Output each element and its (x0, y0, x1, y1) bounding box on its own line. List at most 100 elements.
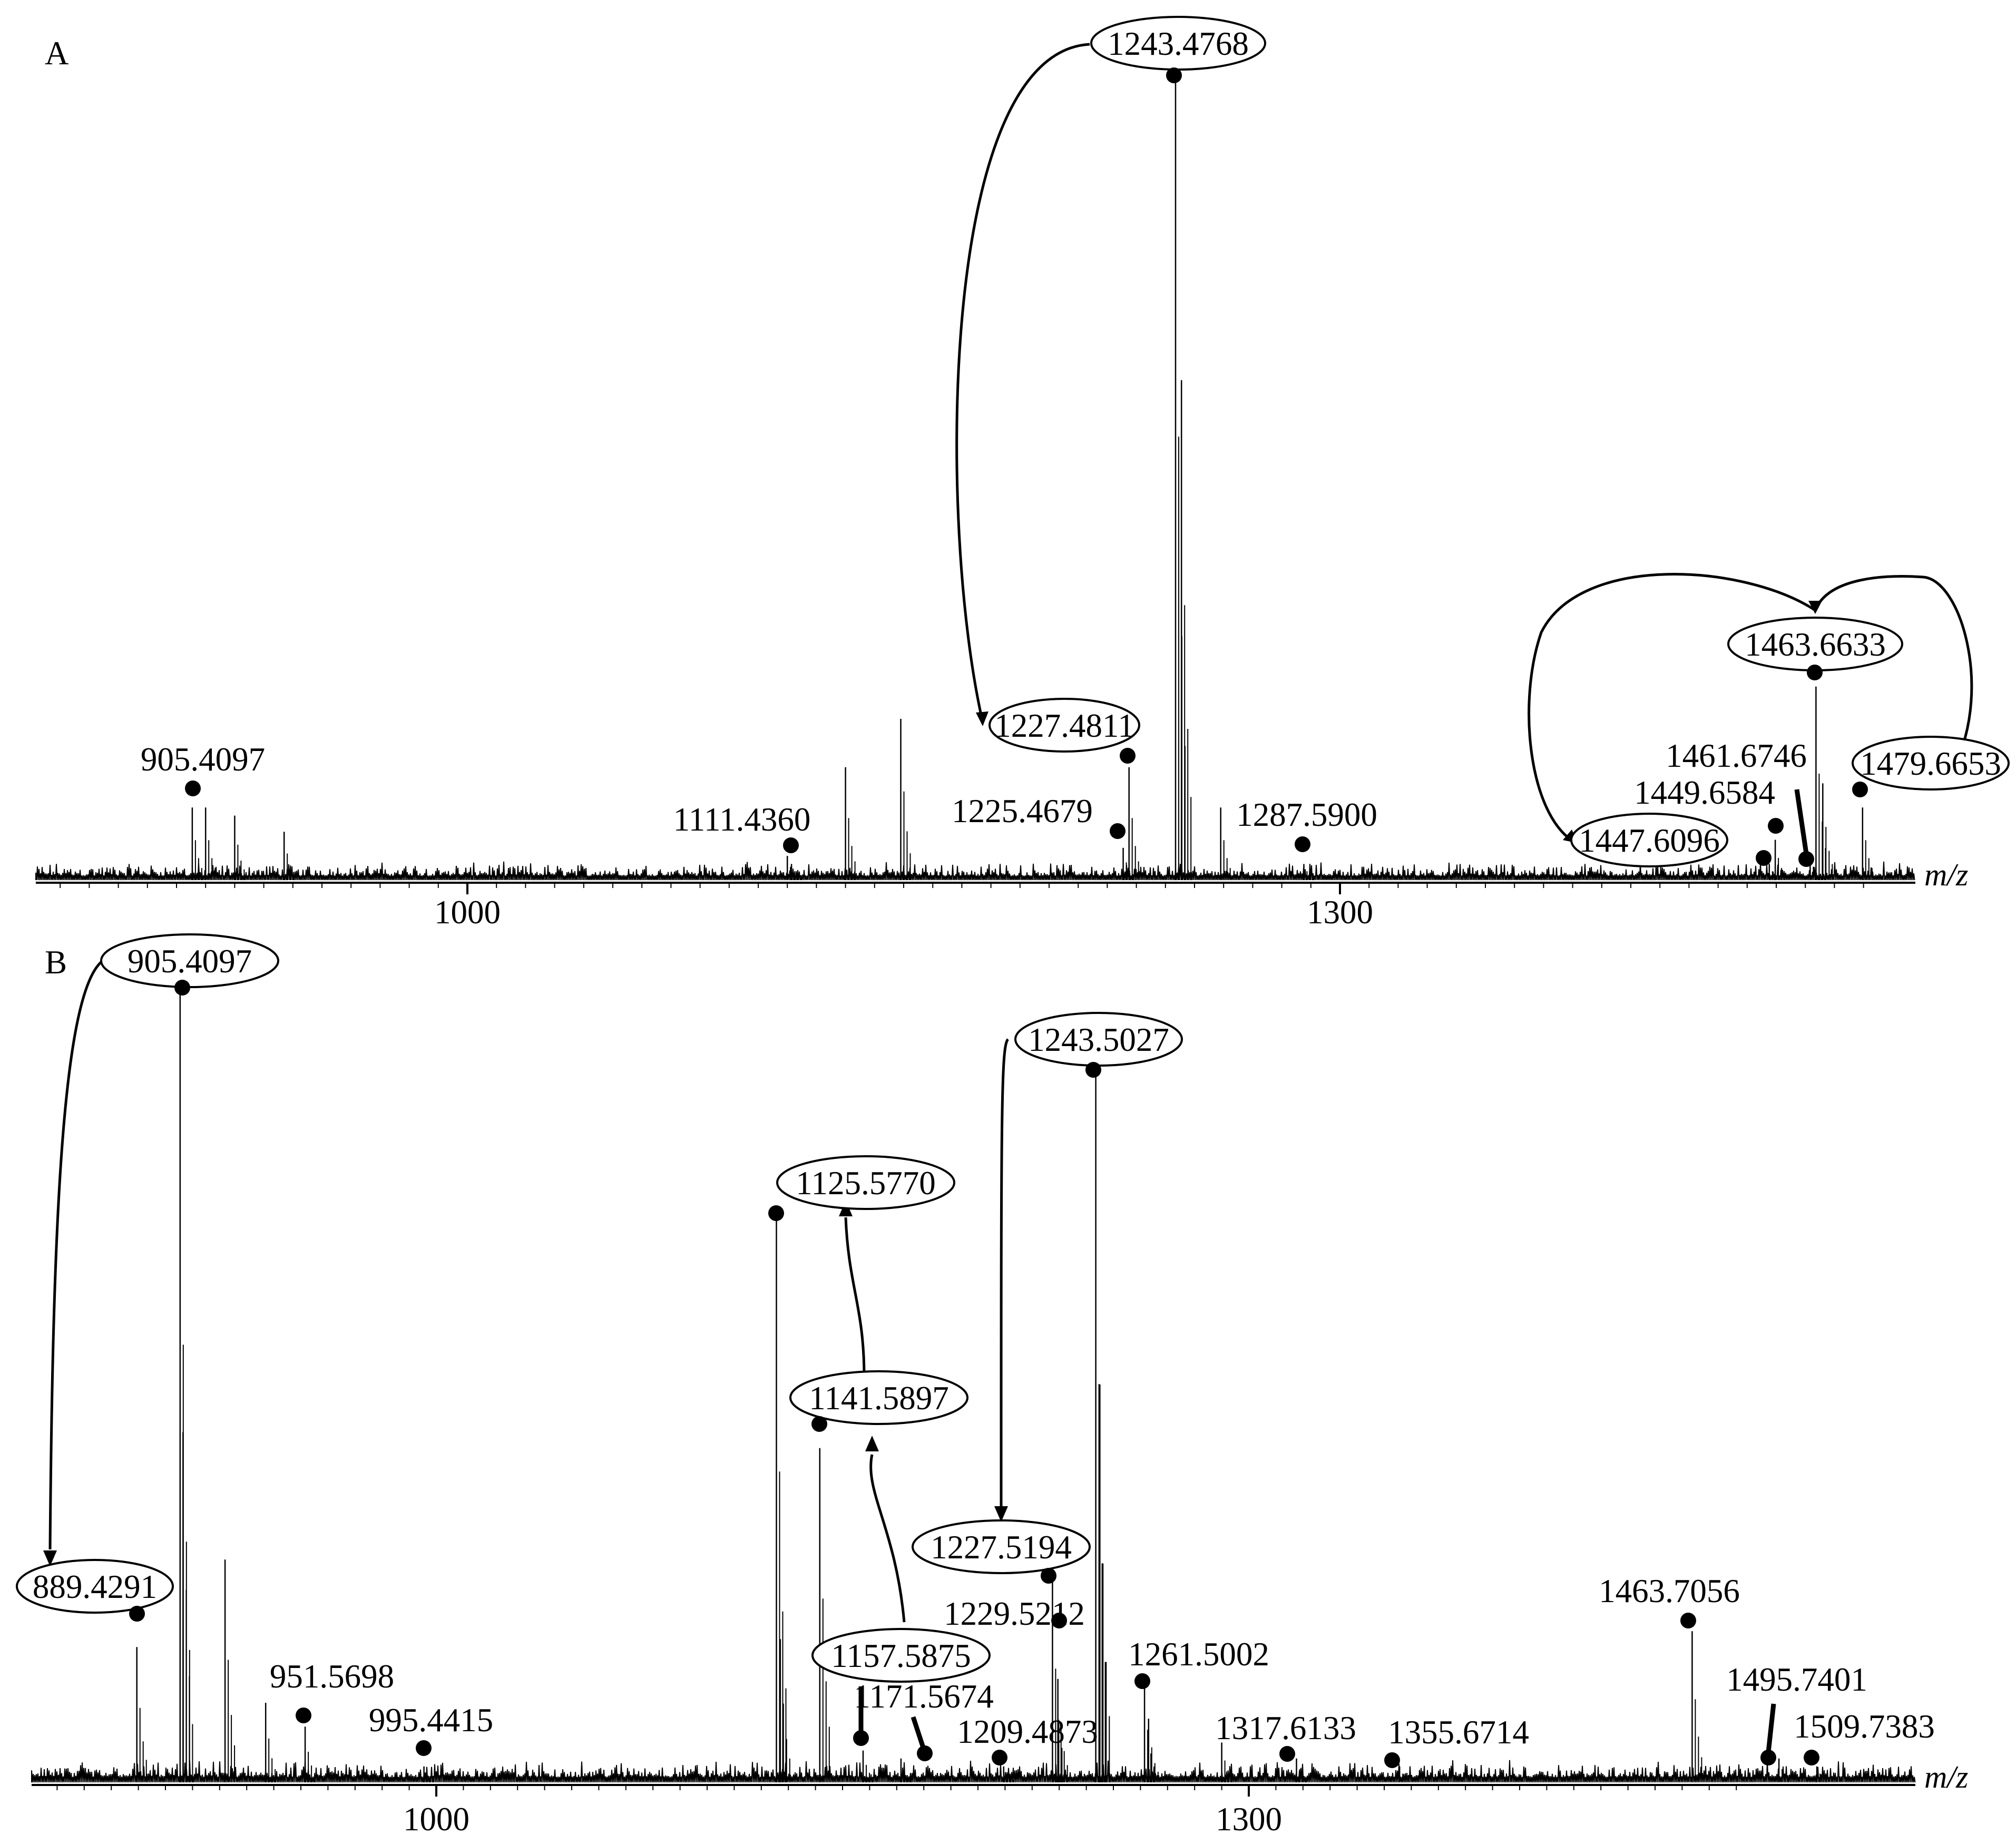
peak-marker-1209 (992, 1750, 1007, 1765)
arrow-1243-to-1227 (1000, 1038, 1009, 1508)
peak-marker-995 (416, 1740, 432, 1756)
peak-label-1355: 1355.6714 (1388, 1714, 1529, 1751)
panel-a-labels: 905.4097 1111.4360 1225.4679 1227.4811 1… (141, 16, 2010, 867)
leader-1495 (1766, 1703, 1776, 1753)
panel-b-tick-label-1300: 1300 (1216, 1801, 1282, 1838)
peak-marker-1243 (1166, 67, 1182, 83)
panel-a-tick-label-1000: 1000 (434, 894, 501, 931)
peak-label-1125: 1125.5770 (796, 1165, 935, 1202)
peak-label-1447: 1447.6096 (1579, 822, 1720, 859)
peak-label-1509: 1509.7383 (1794, 1708, 1935, 1745)
peak-label-995: 995.4415 (369, 1702, 493, 1739)
peak-label-1111: 1111.4360 (673, 801, 811, 838)
peak-marker-1157 (853, 1730, 869, 1746)
peak-box-1479 (1852, 736, 2010, 791)
peak-marker-1229 (1051, 1613, 1067, 1628)
peak-marker-1479 (1852, 782, 1868, 797)
peak-marker-1227 (1120, 748, 1136, 764)
peak-label-1463: 1463.6633 (1745, 626, 1886, 663)
peak-marker-905 (185, 780, 201, 796)
peak-marker-1227 (1041, 1568, 1056, 1584)
peak-label-1317: 1317.6133 (1215, 1710, 1356, 1747)
peak-label-1243: 1243.5027 (1028, 1021, 1169, 1058)
peak-box-1157 (811, 1628, 991, 1683)
panel-b-letter: B (45, 944, 67, 981)
peak-marker-1463 (1680, 1613, 1696, 1628)
peak-label-1449: 1449.6584 (1634, 774, 1775, 811)
peak-box-1447 (1570, 813, 1728, 867)
arrow-1141-to-1125 (844, 1217, 866, 1377)
peak-label-1243: 1243.4768 (1108, 25, 1249, 62)
peak-box-1227 (912, 1519, 1091, 1574)
peak-marker-1125 (768, 1205, 784, 1221)
peak-marker-1509 (1804, 1750, 1819, 1765)
peak-marker-1355 (1384, 1752, 1400, 1768)
arrow-1463-to-1447 (1528, 573, 1816, 843)
panel-b-arrows (48, 960, 1009, 1623)
peak-marker-1261 (1134, 1673, 1150, 1689)
peak-marker-1495 (1760, 1750, 1776, 1765)
panel-b-peaks (136, 987, 1827, 1782)
peak-marker-1171 (917, 1745, 933, 1761)
panel-a: A 1000 1300 m/z 905.4097 1111.4360 (35, 16, 2010, 931)
peak-marker-1449 (1768, 818, 1784, 834)
panel-a-tick-label-1300: 1300 (1307, 894, 1373, 931)
peak-box-1141 (789, 1370, 968, 1425)
peak-label-889: 889.4291 (33, 1568, 157, 1605)
panel-a-letter: A (45, 35, 69, 72)
arrowhead-1141 (865, 1436, 879, 1451)
panel-b-labels: 889.4291 905.4097 951.5698 995.4415 1125… (16, 933, 1935, 1768)
panel-b: B 1000 1300 m/z 889.4291 (16, 933, 1968, 1838)
arrowhead-1463 (1808, 601, 1822, 614)
peak-marker-951 (296, 1708, 311, 1723)
peak-label-951: 951.5698 (270, 1658, 394, 1695)
peak-label-1261: 1261.5002 (1128, 1636, 1269, 1673)
panel-a-noise (35, 861, 1915, 881)
arrow-905-to-889 (48, 960, 104, 1550)
arrow-1157-to-1141 (869, 1454, 906, 1623)
arrow-1479-to-1463 (1814, 575, 1973, 764)
panel-b-axis-label: m/z (1924, 1760, 1968, 1794)
peak-label-1495: 1495.7401 (1726, 1661, 1867, 1698)
panel-a-minor-ticks (60, 883, 1864, 888)
peak-label-1287: 1287.5900 (1236, 796, 1377, 833)
panel-b-noise (31, 1760, 1916, 1783)
peak-box-889 (16, 1559, 174, 1614)
peak-marker-1111 (783, 837, 799, 853)
peak-marker-1317 (1279, 1746, 1295, 1762)
panel-a-axis-label: m/z (1924, 857, 1968, 892)
peak-box-1227 (989, 698, 1140, 753)
peak-label-905: 905.4097 (141, 741, 265, 778)
panel-b-minor-ticks (56, 1785, 1737, 1790)
peak-marker-889 (129, 1606, 145, 1622)
peak-label-905: 905.4097 (128, 943, 252, 980)
peak-marker-1447 (1756, 850, 1772, 866)
peak-marker-905 (174, 980, 190, 996)
peak-label-1209: 1209.4873 (957, 1713, 1098, 1750)
peak-label-1479: 1479.6653 (1860, 745, 2001, 782)
peak-box-1125 (776, 1155, 955, 1210)
arrowhead-889 (43, 1550, 57, 1566)
peak-marker-1287 (1295, 836, 1310, 852)
leader-1461 (1794, 789, 1809, 854)
arrowhead-1227 (976, 711, 989, 726)
peak-marker-1463 (1807, 665, 1823, 680)
peak-label-1227: 1227.4811 (994, 707, 1134, 744)
peak-marker-1225 (1110, 823, 1126, 839)
arrowhead-1227 (994, 1506, 1008, 1522)
peak-label-1227: 1227.5194 (931, 1529, 1072, 1566)
peak-marker-1461 (1798, 851, 1814, 867)
peak-label-1171: 1171.5674 (854, 1678, 993, 1715)
peak-marker-1243 (1085, 1062, 1101, 1078)
panel-a-peaks (191, 74, 1873, 880)
panel-b-tick-label-1000: 1000 (403, 1801, 469, 1838)
peak-label-1461: 1461.6746 (1666, 737, 1807, 774)
peak-label-1225: 1225.4679 (952, 793, 1093, 830)
panel-a-arrows (955, 43, 1973, 843)
arrow-1243-to-1227 (955, 43, 1090, 723)
peak-label-1141: 1141.5897 (809, 1380, 948, 1417)
peak-label-1463: 1463.7056 (1599, 1573, 1740, 1609)
peak-marker-1141 (811, 1416, 827, 1432)
peak-label-1157: 1157.5875 (831, 1637, 971, 1674)
